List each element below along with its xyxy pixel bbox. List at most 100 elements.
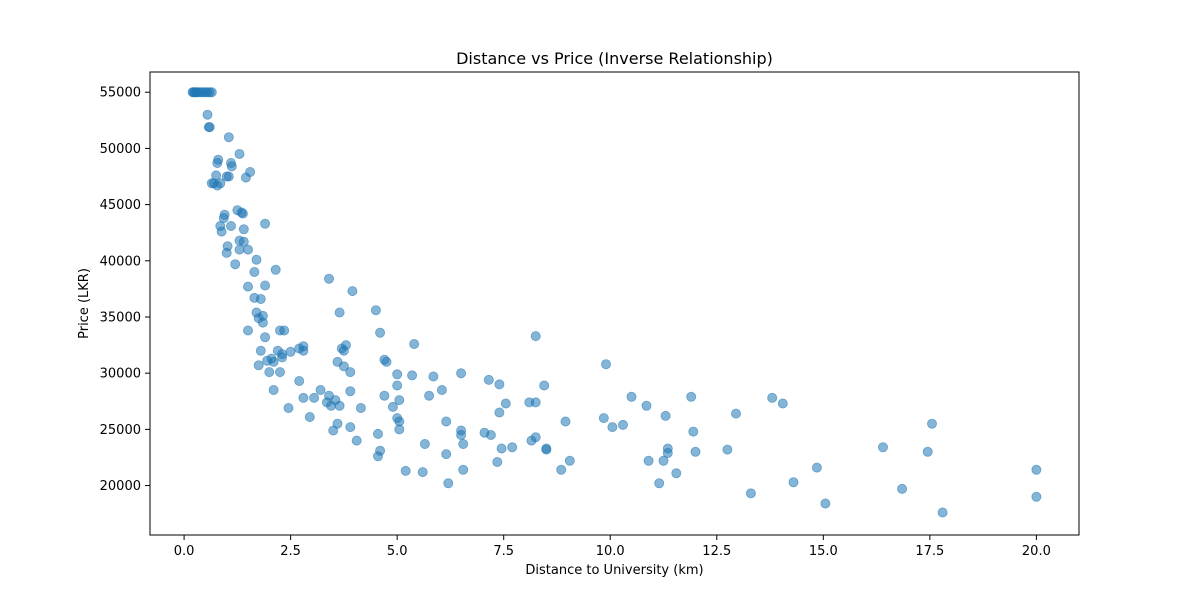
data-point [564, 455, 575, 466]
y-tick-label: 30000 [100, 367, 141, 382]
data-point [937, 507, 948, 518]
data-point [392, 369, 403, 380]
data-point [820, 498, 831, 509]
data-point [345, 367, 356, 378]
x-tick-label: 15.0 [809, 544, 838, 559]
x-tick-label: 7.5 [493, 544, 514, 559]
data-point [745, 488, 756, 499]
data-point [654, 478, 665, 489]
data-points [187, 87, 1042, 518]
data-point [392, 380, 403, 391]
data-point [298, 345, 309, 356]
data-point [500, 398, 511, 409]
data-point [334, 307, 345, 318]
data-point [492, 456, 503, 467]
data-point [1031, 491, 1042, 502]
data-point [407, 370, 418, 381]
data-point [202, 109, 213, 120]
data-point [530, 331, 541, 342]
data-point [1031, 464, 1042, 475]
data-point [456, 368, 467, 379]
data-point [204, 122, 215, 133]
data-point [424, 390, 435, 401]
x-tick-label: 10.0 [596, 544, 625, 559]
data-point [539, 380, 550, 391]
data-point [257, 317, 268, 328]
data-point [400, 465, 411, 476]
data-point [671, 468, 682, 479]
data-point [409, 338, 420, 349]
data-point [375, 445, 386, 456]
data-point [690, 446, 701, 457]
data-point [556, 464, 567, 475]
data-point [878, 442, 889, 453]
data-point [249, 266, 260, 277]
data-point [485, 429, 496, 440]
data-point [270, 264, 281, 275]
x-tick-label: 17.5 [915, 544, 944, 559]
data-point [811, 462, 822, 473]
data-point [274, 367, 285, 378]
data-point [381, 356, 392, 367]
y-axis-label: Price (LKR) [77, 268, 92, 339]
data-point [494, 407, 505, 418]
data-point [507, 442, 518, 453]
data-point [658, 455, 669, 466]
x-tick-label: 20.0 [1022, 544, 1051, 559]
data-point [323, 273, 334, 284]
data-point [226, 161, 237, 172]
data-point [253, 360, 264, 371]
data-point [304, 411, 315, 422]
data-point [351, 435, 362, 446]
data-point [686, 391, 697, 402]
data-point [230, 259, 241, 270]
data-point [662, 447, 673, 458]
data-point [483, 374, 494, 385]
data-point [345, 386, 356, 397]
data-point [456, 429, 467, 440]
data-point [223, 171, 234, 182]
data-point [242, 325, 253, 336]
y-tick-label: 40000 [100, 254, 141, 269]
data-point [688, 426, 699, 437]
data-point [458, 438, 469, 449]
data-point [370, 305, 381, 316]
data-point [541, 444, 552, 455]
data-point [242, 281, 253, 292]
data-point [927, 418, 938, 429]
data-point [660, 410, 671, 421]
data-point [922, 446, 933, 457]
data-point [285, 346, 296, 357]
data-point [607, 422, 618, 433]
y-tick-label: 25000 [100, 423, 141, 438]
data-point [355, 402, 366, 413]
data-point [338, 345, 349, 356]
y-tick-label: 35000 [100, 310, 141, 325]
data-point [334, 400, 345, 411]
data-point [419, 438, 430, 449]
data-point [641, 400, 652, 411]
data-point [441, 416, 452, 427]
data-point [315, 384, 326, 395]
data-point [225, 220, 236, 231]
data-point [428, 371, 439, 382]
y-tick-label: 20000 [100, 479, 141, 494]
data-point [375, 327, 386, 338]
data-point [601, 359, 612, 370]
data-point [223, 132, 234, 143]
data-point [372, 428, 383, 439]
data-point [260, 218, 271, 229]
data-point [347, 286, 358, 297]
data-point [494, 379, 505, 390]
data-point [283, 402, 294, 413]
data-point [277, 352, 288, 363]
data-point [560, 416, 571, 427]
x-axis-label: Distance to University (km) [525, 563, 703, 578]
data-point [237, 208, 248, 219]
data-point [268, 384, 279, 395]
data-point [255, 293, 266, 304]
data-point [332, 418, 343, 429]
data-point [309, 392, 320, 403]
data-point [240, 172, 251, 183]
